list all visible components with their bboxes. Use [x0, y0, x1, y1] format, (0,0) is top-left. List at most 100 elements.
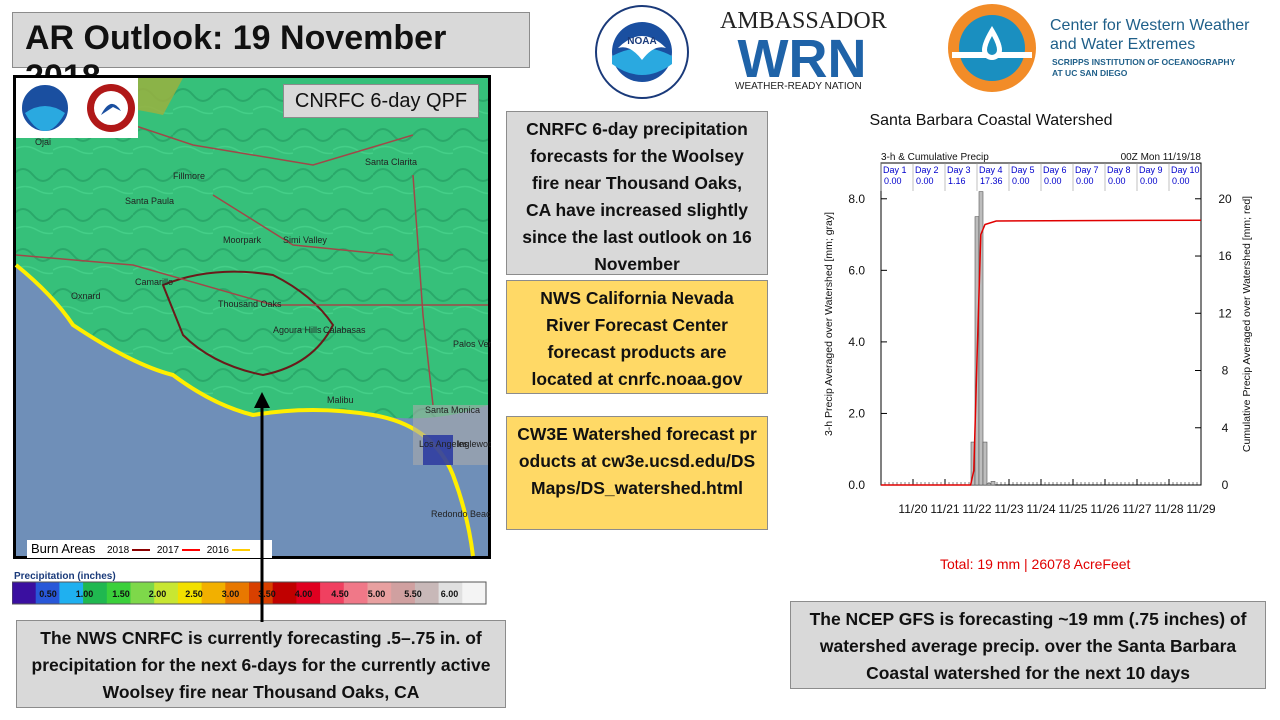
day-label: Day 1	[883, 165, 907, 175]
callout-cnrfc-increase: CNRFC 6-day precipitation forecasts for …	[506, 111, 768, 275]
callout-nws-products: NWS California Nevada River Forecast Cen…	[506, 280, 768, 394]
chart-subtitle-right: 00Z Mon 11/19/18	[1121, 152, 1202, 163]
scale-swatch	[12, 582, 37, 604]
scale-tick-label: 5.50	[404, 589, 422, 599]
scale-swatch	[201, 582, 226, 604]
scale-tick-label: 3.50	[258, 589, 276, 599]
cumulative-line	[881, 219, 1202, 486]
x-tick-label: 11/26	[1090, 502, 1119, 516]
scale-tick-label: 1.00	[76, 589, 94, 599]
scale-swatch	[83, 582, 108, 604]
x-tick-label: 11/22	[962, 502, 991, 516]
callout-nws-forecast: The NWS CNRFC is currently forecasting .…	[16, 620, 506, 708]
y-tick-label-left: 2.0	[848, 406, 865, 420]
x-tick-label: 11/20	[898, 502, 927, 516]
scale-tick-label: 5.00	[368, 589, 386, 599]
y-tick-label-right: 16	[1218, 249, 1232, 263]
chart-subtitle-left: 3-h & Cumulative Precip	[881, 152, 989, 163]
x-tick-label: 11/27	[1122, 502, 1151, 516]
scale-tick-label: 1.50	[112, 589, 130, 599]
svg-text:Redondo Beach: Redondo Beach	[431, 509, 491, 519]
y-tick-label-right: 8	[1222, 364, 1229, 378]
svg-text:Santa Paula: Santa Paula	[125, 196, 174, 206]
y-tick-label-right: 0	[1222, 478, 1229, 492]
map-label: CNRFC 6-day QPF	[283, 84, 479, 118]
day-label: Day 4	[979, 165, 1003, 175]
scale-tick-label: 6.00	[441, 589, 459, 599]
scale-swatch	[320, 582, 345, 604]
day-value: 0.00	[916, 176, 934, 186]
precip-bar	[990, 481, 996, 486]
scale-swatch	[462, 582, 487, 604]
scale-title: Precipitation (inches)	[14, 571, 116, 582]
scale-tick-label: 4.00	[295, 589, 313, 599]
scale-swatch	[343, 582, 368, 604]
pointer-arrow	[254, 392, 270, 622]
scale-tick-label: 0.50	[39, 589, 57, 599]
svg-text:Moorpark: Moorpark	[223, 235, 262, 245]
plot-area	[880, 162, 1202, 486]
day-value: 0.00	[1140, 176, 1158, 186]
svg-text:Camarillo: Camarillo	[135, 277, 173, 287]
x-tick-label: 11/24	[1026, 502, 1055, 516]
watershed-chart: Santa Barbara Coastal Watershed 3-h & Cum…	[800, 100, 1260, 545]
day-label: Day 7	[1075, 165, 1099, 175]
day-value: 0.00	[1044, 176, 1062, 186]
callout-gfs-forecast: The NCEP GFS is forecasting ~19 mm (.75 …	[790, 601, 1266, 689]
day-label: Day 5	[1011, 165, 1035, 175]
day-label: Day 8	[1107, 165, 1131, 175]
scale-tick-label: 2.50	[185, 589, 203, 599]
y-tick-label-left: 8.0	[848, 192, 865, 206]
chart-total: Total: 19 mm | 26078 AcreFeet	[940, 556, 1131, 572]
ambassador-text: AMBASSADOR	[720, 8, 887, 34]
svg-text:Ojai: Ojai	[35, 137, 51, 147]
precip-bar	[986, 482, 992, 486]
y-tick-label-right: 4	[1222, 421, 1229, 435]
scale-swatch	[414, 582, 440, 604]
x-tick-label: 11/28	[1154, 502, 1183, 516]
scale-swatch	[225, 582, 250, 604]
scale-swatch	[130, 582, 155, 604]
qpf-map: Ojai Santa Clarita Fillmore Santa Paula …	[13, 75, 491, 559]
svg-text:Santa Monica: Santa Monica	[425, 405, 480, 415]
y-tick-label-left: 6.0	[848, 263, 865, 277]
weather-ready-nation-text: WEATHER-READY NATION	[735, 81, 862, 92]
noaa-logo: NOAA	[594, 4, 690, 100]
day-label: Day 6	[1043, 165, 1067, 175]
scale-swatch	[154, 582, 179, 604]
scale-swatch	[367, 582, 392, 604]
day-value: 17.36	[980, 176, 1003, 186]
scale-tick-label: 2.00	[149, 589, 167, 599]
burn-2016-swatch	[231, 548, 250, 551]
burn-2018-swatch	[132, 548, 151, 551]
svg-text:Fillmore: Fillmore	[173, 171, 205, 181]
y-tick-label-left: 0.0	[848, 478, 865, 492]
scale-border	[11, 581, 487, 605]
y-axis-title-left: 3-h Precip Averaged over Watershed [mm; …	[823, 212, 835, 436]
x-tick-label: 11/25	[1058, 502, 1087, 516]
svg-text:Agoura Hills: Agoura Hills	[273, 325, 322, 335]
cw3e-subtitle: SCRIPPS INSTITUTION OF OCEANOGRAPHY AT U…	[1052, 57, 1236, 78]
scale-swatch	[272, 582, 297, 604]
x-tick-label: 11/23	[994, 502, 1023, 516]
precip-bar	[978, 191, 984, 486]
svg-text:NOAA: NOAA	[627, 36, 656, 47]
cw3e-logo-icon	[946, 2, 1038, 94]
day-label: Day 3	[947, 165, 971, 175]
y-tick-label-right: 12	[1218, 306, 1232, 320]
scale-swatch	[106, 582, 131, 604]
day-value: 0.00	[884, 176, 902, 186]
day-value: 0.00	[1172, 176, 1190, 186]
svg-text:WRN: WRN	[738, 30, 867, 82]
day-value: 0.00	[1108, 176, 1126, 186]
scale-swatch	[35, 582, 60, 604]
svg-text:Malibu: Malibu	[327, 395, 354, 405]
cw3e-title: Center for Western Weather and Water Ext…	[1050, 17, 1250, 53]
svg-text:Santa Clarita: Santa Clarita	[365, 157, 417, 167]
page-title: AR Outlook: 19 November 2018	[12, 12, 530, 96]
svg-text:Calabasas: Calabasas	[323, 325, 366, 335]
svg-text:Thousand Oaks: Thousand Oaks	[218, 299, 282, 309]
scale-swatch	[391, 582, 416, 604]
svg-text:Simi Valley: Simi Valley	[283, 235, 327, 245]
scale-swatch	[59, 582, 84, 604]
